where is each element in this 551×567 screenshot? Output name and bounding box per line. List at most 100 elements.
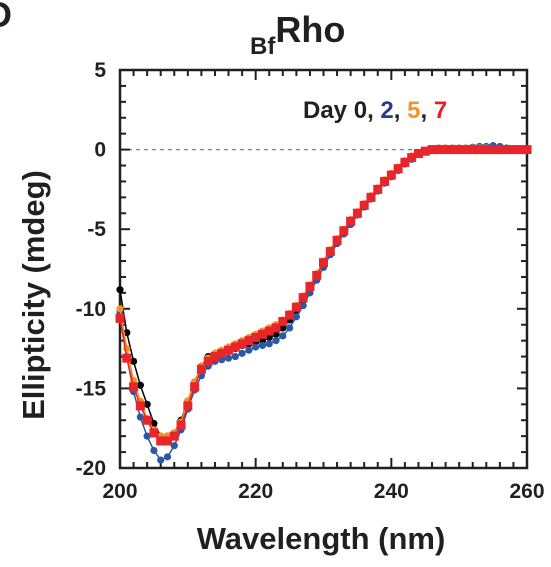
data-point	[502, 145, 512, 155]
series-day-7	[115, 145, 532, 446]
data-point	[441, 145, 451, 155]
data-point	[393, 164, 403, 174]
y-tick-label: -20	[76, 457, 106, 480]
series-day-5	[116, 144, 531, 440]
data-point	[407, 153, 417, 163]
data-point	[305, 282, 315, 292]
data-point	[142, 415, 152, 425]
data-point	[251, 332, 261, 342]
data-point	[285, 310, 295, 320]
series-line	[119, 147, 527, 437]
data-point	[522, 145, 532, 155]
x-axis-ticks: 200 220 240 260	[102, 70, 545, 503]
x-tick-label: 200	[102, 480, 137, 503]
data-point	[224, 354, 233, 362]
y-axis-ticks: 5 0 -5 -10 -15 -20	[76, 59, 527, 480]
data-point	[170, 442, 178, 450]
legend-entry: 2	[380, 97, 393, 124]
legend-entry: 0	[354, 97, 367, 124]
data-point	[224, 345, 234, 355]
series-line	[119, 148, 527, 437]
x-tick-label: 220	[238, 480, 273, 503]
data-point	[150, 419, 158, 428]
data-point	[292, 313, 300, 321]
data-point	[129, 382, 139, 392]
x-tick-label: 260	[509, 480, 544, 503]
data-point	[332, 235, 342, 245]
data-point	[231, 352, 239, 361]
data-point	[143, 400, 151, 408]
data-point	[271, 323, 281, 333]
data-point	[461, 145, 471, 155]
data-point	[196, 364, 206, 374]
data-point	[346, 216, 356, 226]
data-point	[150, 446, 158, 455]
data-point	[264, 326, 274, 336]
data-point	[400, 157, 410, 167]
data-point	[217, 348, 227, 358]
data-point	[210, 352, 220, 362]
data-point	[488, 145, 498, 155]
legend-prefix: Day	[303, 97, 354, 124]
data-point	[252, 343, 260, 351]
data-point	[156, 436, 166, 446]
data-point	[272, 330, 280, 338]
data-point	[319, 258, 328, 268]
data-point	[203, 356, 213, 366]
y-axis-title: Ellipticity (mdeg)	[16, 170, 51, 420]
data-point	[278, 317, 288, 327]
data-point	[279, 324, 287, 332]
data-point	[265, 333, 273, 342]
data-point	[149, 428, 159, 438]
y-tick-label: 5	[94, 59, 106, 82]
data-point	[135, 401, 145, 411]
data-point	[143, 432, 151, 440]
data-point	[129, 357, 138, 365]
legend-separator: ,	[394, 97, 407, 124]
legend-separator: ,	[367, 97, 380, 124]
data-point	[339, 226, 349, 236]
data-point	[136, 381, 144, 389]
data-point	[163, 453, 172, 461]
data-point	[162, 436, 172, 446]
data-point	[116, 286, 124, 294]
data-point	[136, 413, 144, 421]
data-point	[447, 145, 457, 155]
series-line	[119, 148, 527, 442]
data-point	[386, 170, 396, 180]
data-point	[258, 341, 267, 350]
data-point	[190, 382, 200, 392]
data-point	[306, 289, 314, 297]
data-point	[176, 420, 186, 430]
data-point	[380, 176, 390, 186]
legend: Day 0, 2, 5, 7	[303, 97, 447, 124]
x-axis-title: Wavelength (nm)	[197, 521, 446, 556]
y-tick-label: -5	[87, 218, 106, 241]
data-point	[244, 336, 254, 346]
data-point	[291, 302, 301, 312]
data-point	[265, 340, 273, 348]
data-point	[359, 200, 369, 210]
data-point	[218, 356, 226, 364]
data-point	[116, 305, 124, 313]
data-point	[312, 270, 322, 280]
data-point	[468, 145, 478, 155]
data-point	[245, 346, 253, 354]
data-point	[495, 145, 505, 155]
data-point	[481, 145, 491, 155]
title-main: Rho	[275, 9, 345, 50]
y-tick-label: 0	[94, 139, 106, 162]
data-point	[122, 353, 132, 363]
data-point	[508, 145, 518, 155]
data-point	[475, 145, 485, 155]
data-point	[157, 456, 165, 464]
data-point	[238, 349, 246, 357]
series-group	[115, 142, 532, 464]
legend-entry: 5	[407, 97, 420, 124]
data-point	[298, 293, 308, 303]
data-point	[169, 431, 179, 441]
data-point	[272, 337, 280, 345]
data-point	[413, 149, 423, 159]
panel-label: D	[0, 0, 12, 35]
